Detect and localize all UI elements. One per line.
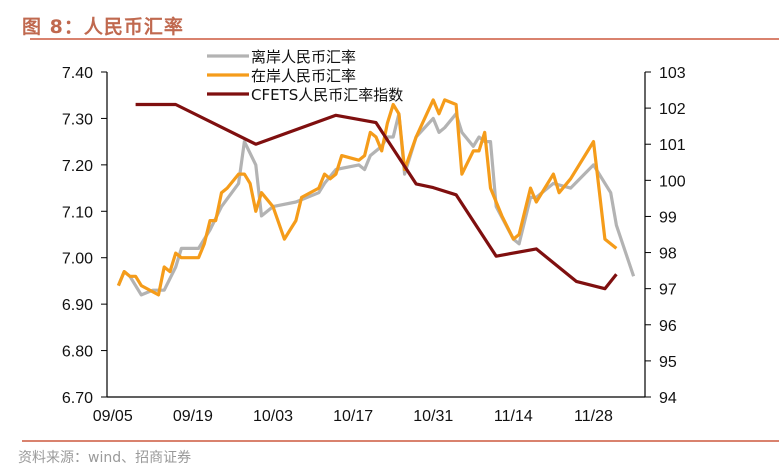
right-tick-label: 98 [659,246,677,263]
x-tick-label: 10/17 [333,408,373,425]
right-tick-label: 103 [659,65,686,82]
right-tick-label: 101 [659,137,686,154]
series-line-0 [116,112,636,297]
right-tick-label: 95 [659,354,677,371]
left-tick-label: 7.00 [62,251,93,268]
left-tick-label: 6.70 [62,390,93,407]
left-tick-label: 7.20 [62,158,93,175]
left-tick-label: 7.40 [62,65,93,82]
x-tick-label: 10/03 [253,408,293,425]
footer-divider [22,440,779,442]
left-tick-label: 6.90 [62,297,93,314]
legend-label: 离岸人民币汇率 [251,48,356,66]
series-line-1 [116,98,618,297]
right-tick-label: 97 [659,282,677,299]
source-note: 资料来源：wind、招商证券 [18,450,192,466]
title-divider [30,38,779,40]
figure-title: 图 8：人民币汇率 [22,16,184,38]
axes: 7.40 7.30 7.20 7.10 7.00 6.90 6.80 6.70 103 102 10… [62,65,686,425]
left-tick-label: 7.10 [62,204,93,221]
series-line-2 [135,102,618,291]
x-tick-label: 11/28 [574,408,613,425]
legend-label: 在岸人民币汇率 [251,67,356,85]
x-tick-label: 09/05 [93,408,133,425]
right-tick-label: 100 [659,173,686,190]
right-tick-label: 94 [659,390,677,407]
x-tick-label: 09/19 [173,408,213,425]
legend-label: CFETS人民币汇率指数 [251,86,403,104]
series-lines [116,98,636,297]
right-tick-label: 99 [659,209,677,226]
left-tick-label: 7.30 [62,111,93,128]
x-tick-label: 11/14 [494,408,533,425]
right-tick-label: 96 [659,318,677,335]
right-tick-label: 102 [659,101,686,118]
x-tick-label: 10/31 [413,408,453,425]
left-tick-label: 6.80 [62,344,93,361]
